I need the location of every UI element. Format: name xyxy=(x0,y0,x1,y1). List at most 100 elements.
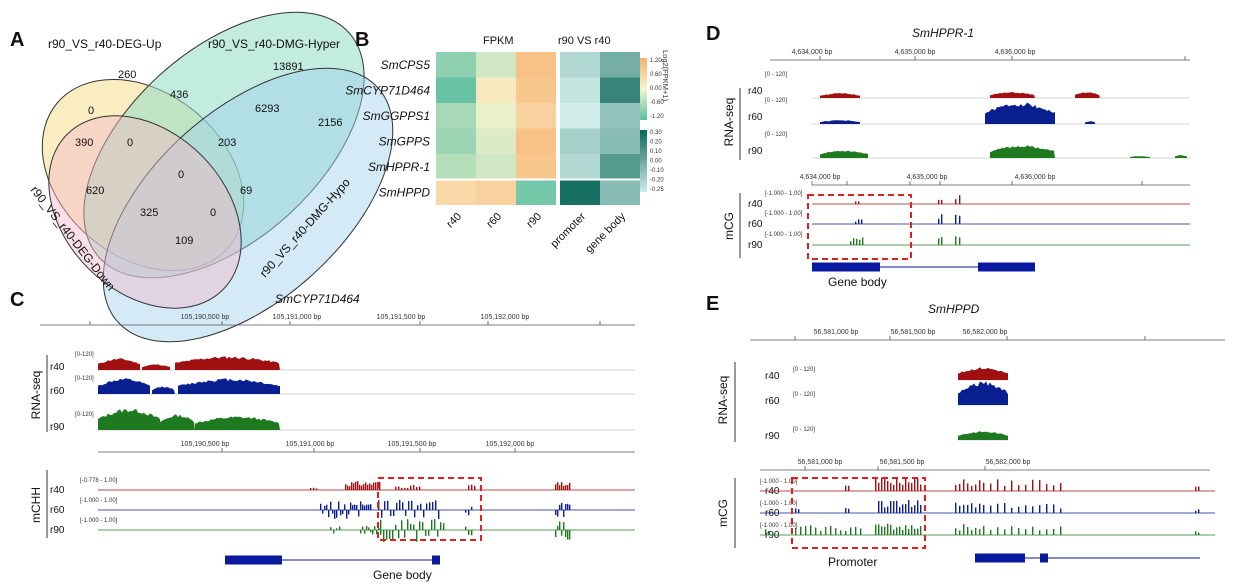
track-name: r90 xyxy=(765,431,780,442)
meth-bar xyxy=(392,530,394,540)
meth-bar xyxy=(856,238,858,245)
meth-bar xyxy=(845,507,847,513)
meth-bar xyxy=(1053,504,1055,513)
meth-bar xyxy=(1039,530,1041,535)
coverage-peak xyxy=(990,145,1055,158)
meth-bar xyxy=(878,500,880,513)
track-name: r90 xyxy=(765,530,780,541)
ruler-label: 4,634,000 bp xyxy=(800,174,841,181)
meth-bar xyxy=(881,526,883,535)
meth-bar xyxy=(983,482,985,491)
meth-bar xyxy=(887,481,889,491)
meth-bar xyxy=(845,485,847,491)
meth-bar xyxy=(440,522,442,530)
meth-bar xyxy=(328,510,330,518)
meth-bar xyxy=(443,523,445,530)
meth-bar xyxy=(423,510,425,518)
meth-bar xyxy=(800,526,802,535)
track-name: r40 xyxy=(765,371,780,382)
meth-bar xyxy=(890,524,892,535)
meth-bar xyxy=(432,501,434,510)
meth-bar xyxy=(310,487,312,490)
meth-bar xyxy=(355,481,357,490)
meth-bar xyxy=(395,524,397,530)
meth-bar xyxy=(428,530,430,536)
meth-bar xyxy=(347,485,349,490)
meth-bar xyxy=(990,483,992,491)
heatmap: B FPKM r90 VS r40 SmCPS5 SmCYP71D464 SmGGP… xyxy=(345,29,670,255)
track-range: [0 - 120] xyxy=(765,98,787,104)
track-range: [0 - 120] xyxy=(765,132,787,138)
meth-bar xyxy=(426,503,428,510)
meth-bar xyxy=(425,530,427,537)
meth-bar xyxy=(420,503,422,510)
meth-bar xyxy=(848,485,850,491)
meth-bar xyxy=(358,510,360,517)
meth-bar xyxy=(855,221,857,224)
meth-bar xyxy=(326,504,328,510)
meth-bar xyxy=(354,504,356,510)
meth-bar xyxy=(396,502,398,510)
track-name: r90 xyxy=(748,146,763,157)
gene-exon xyxy=(432,555,440,565)
track-name: r40 xyxy=(748,199,763,210)
meth-bar xyxy=(567,484,569,490)
track-range: [0-120] xyxy=(75,352,94,358)
meth-bar xyxy=(1032,506,1034,513)
meth-bar xyxy=(975,484,977,491)
meth-bar xyxy=(911,506,913,513)
meth-bar xyxy=(393,510,395,517)
meth-bar xyxy=(416,530,418,542)
meth-bar xyxy=(959,530,961,535)
meth-bar xyxy=(364,505,366,510)
heatmap-cell xyxy=(600,103,640,129)
track-name: r60 xyxy=(765,508,780,519)
heatmap-row-label: SmHPPR-1 xyxy=(368,160,430,174)
coverage-peak xyxy=(178,378,280,394)
meth-bar xyxy=(959,505,961,513)
meth-bar xyxy=(352,505,354,510)
meth-bar xyxy=(955,214,957,224)
meth-bar xyxy=(840,530,842,535)
coverage-peak xyxy=(985,102,1055,124)
heatmap-legend-meth: 0.30 0.20 0.10 0.00 -0.10 -0.20 -0.25 xyxy=(640,130,664,193)
meth-bar xyxy=(359,484,361,490)
meth-bar xyxy=(858,201,860,204)
meth-bar xyxy=(798,509,800,513)
meth-bar xyxy=(955,236,957,245)
heatmap-cell xyxy=(600,128,640,154)
track-name: r60 xyxy=(50,505,65,516)
meth-bar xyxy=(313,487,315,490)
track-name: r60 xyxy=(748,112,763,123)
coverage-peak xyxy=(160,414,195,430)
venn-set-deg-down xyxy=(48,115,242,309)
track-group-label: mCHH xyxy=(29,487,43,523)
meth-bar xyxy=(959,237,961,245)
meth-bar xyxy=(563,522,565,530)
meth-bar xyxy=(979,529,981,535)
meth-bar xyxy=(398,530,400,539)
browser-title: SmHPPR-1 xyxy=(912,26,974,40)
legend-gradient xyxy=(640,130,647,192)
venn-count: 6293 xyxy=(255,103,279,115)
coverage-peak xyxy=(820,93,860,98)
meth-bar xyxy=(383,530,385,542)
meth-bar xyxy=(468,485,470,490)
gene-label: Promoter xyxy=(828,555,877,569)
meth-bar xyxy=(332,510,334,514)
meth-bar xyxy=(1018,506,1020,513)
meth-bar xyxy=(905,525,907,535)
meth-bar xyxy=(389,530,391,539)
gene-exon xyxy=(812,262,880,272)
track-group-label: RNA-seq xyxy=(716,376,730,425)
track-name: r40 xyxy=(765,486,780,497)
meth-bar xyxy=(938,238,940,245)
track-range: [0 - 120] xyxy=(793,367,815,373)
legend-tick: 0.00 xyxy=(650,86,662,92)
heatmap-cell xyxy=(516,154,556,180)
legend-tick: -0.20 xyxy=(650,178,664,184)
meth-bar xyxy=(565,485,567,490)
coverage-peak xyxy=(1085,121,1095,124)
meth-bar xyxy=(334,510,336,519)
